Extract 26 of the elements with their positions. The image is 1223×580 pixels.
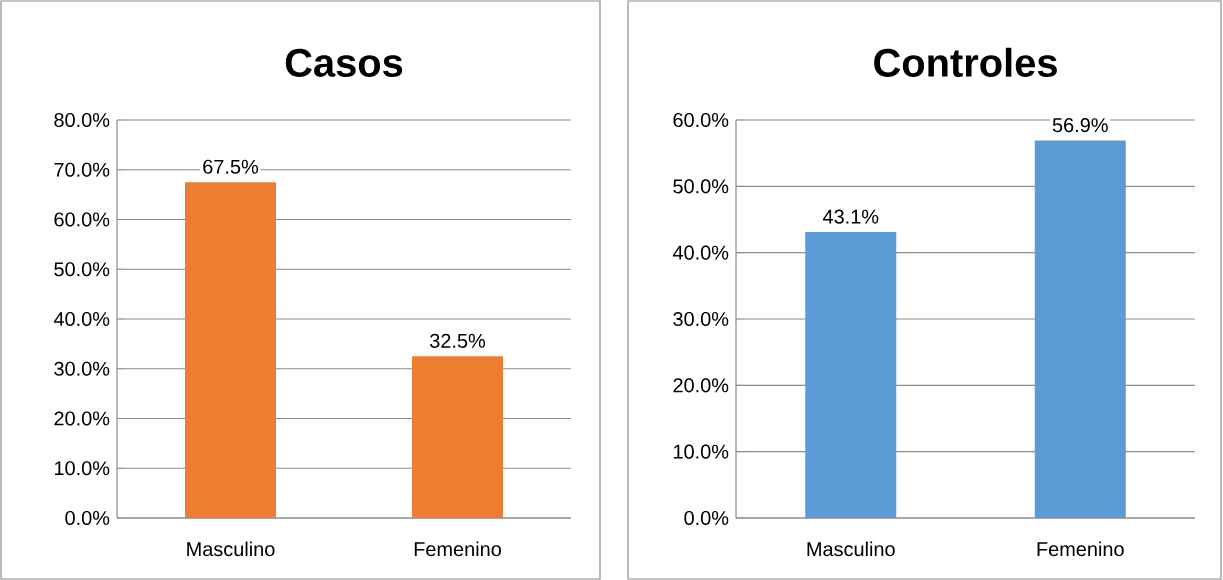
chart-title: Controles [874, 47, 1057, 77]
data-label: 56.9% [1052, 118, 1108, 133]
y-tick-label: 40.0% [53, 311, 110, 327]
y-tick-label: 0.0% [684, 510, 729, 526]
x-tick-label: Masculino [807, 541, 895, 557]
y-tick-label: 60.0% [54, 212, 110, 227]
y-tick-label: 70.0% [54, 162, 110, 177]
y-tick-label: 20.0% [54, 411, 110, 426]
x-tick-label: Masculino [187, 541, 275, 557]
data-label: 43.1% [822, 209, 879, 224]
y-tick-label: 80.0% [54, 112, 110, 128]
y-tick-label: 50.0% [54, 262, 110, 277]
y-tick-label: 30.0% [673, 311, 729, 327]
y-tick-label: 60.0% [673, 112, 729, 128]
y-tick-label: 30.0% [54, 361, 110, 376]
data-label: 32.5% [430, 333, 486, 348]
y-tick-label: 10.0% [674, 444, 729, 459]
y-tick-label: 0.0% [65, 510, 110, 526]
data-label: 67.5% [203, 159, 259, 174]
y-tick-label: 10.0% [54, 461, 110, 476]
y-tick-label: 40.0% [672, 245, 729, 260]
chart-title: Casos [285, 48, 403, 77]
y-tick-label: 50.0% [673, 179, 729, 194]
x-tick-label: Femenino [414, 541, 501, 557]
x-tick-label: Femenino [1037, 541, 1124, 557]
y-tick-label: 20.0% [673, 378, 729, 393]
